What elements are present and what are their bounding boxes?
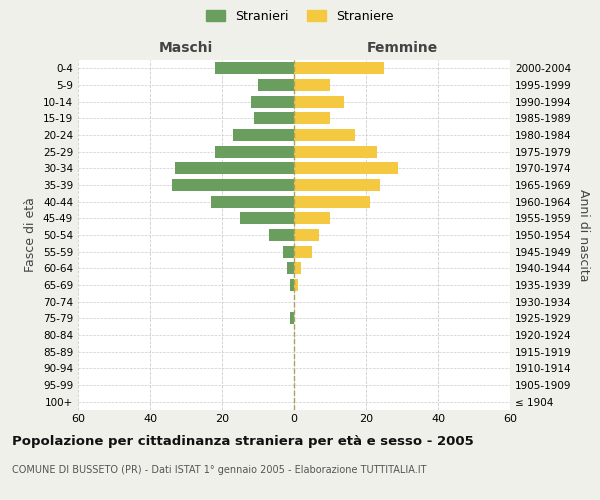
Text: Femmine: Femmine xyxy=(367,41,437,55)
Legend: Stranieri, Straniere: Stranieri, Straniere xyxy=(203,6,397,26)
Text: Maschi: Maschi xyxy=(159,41,213,55)
Bar xyxy=(294,112,330,124)
Bar xyxy=(294,246,312,258)
Bar xyxy=(294,96,344,108)
Bar xyxy=(294,279,298,291)
Bar xyxy=(269,229,294,241)
Bar xyxy=(294,229,319,241)
Bar xyxy=(294,179,380,191)
Bar xyxy=(290,279,294,291)
Bar xyxy=(294,162,398,174)
Bar xyxy=(294,212,330,224)
Bar xyxy=(258,79,294,91)
Bar xyxy=(290,312,294,324)
Bar xyxy=(172,179,294,191)
Bar xyxy=(294,62,384,74)
Text: COMUNE DI BUSSETO (PR) - Dati ISTAT 1° gennaio 2005 - Elaborazione TUTTITALIA.IT: COMUNE DI BUSSETO (PR) - Dati ISTAT 1° g… xyxy=(12,465,427,475)
Bar xyxy=(294,196,370,207)
Y-axis label: Anni di nascita: Anni di nascita xyxy=(577,188,590,281)
Y-axis label: Fasce di età: Fasce di età xyxy=(25,198,37,272)
Bar xyxy=(294,129,355,141)
Bar xyxy=(294,146,377,158)
Bar xyxy=(287,262,294,274)
Bar xyxy=(294,79,330,91)
Bar xyxy=(254,112,294,124)
Bar xyxy=(294,262,301,274)
Bar xyxy=(215,62,294,74)
Bar xyxy=(283,246,294,258)
Bar xyxy=(211,196,294,207)
Bar xyxy=(233,129,294,141)
Text: Popolazione per cittadinanza straniera per età e sesso - 2005: Popolazione per cittadinanza straniera p… xyxy=(12,435,474,448)
Bar xyxy=(175,162,294,174)
Bar xyxy=(215,146,294,158)
Bar xyxy=(240,212,294,224)
Bar xyxy=(251,96,294,108)
